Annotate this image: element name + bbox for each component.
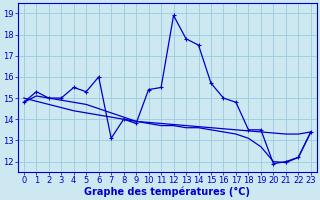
X-axis label: Graphe des températures (°C): Graphe des températures (°C)	[84, 187, 250, 197]
